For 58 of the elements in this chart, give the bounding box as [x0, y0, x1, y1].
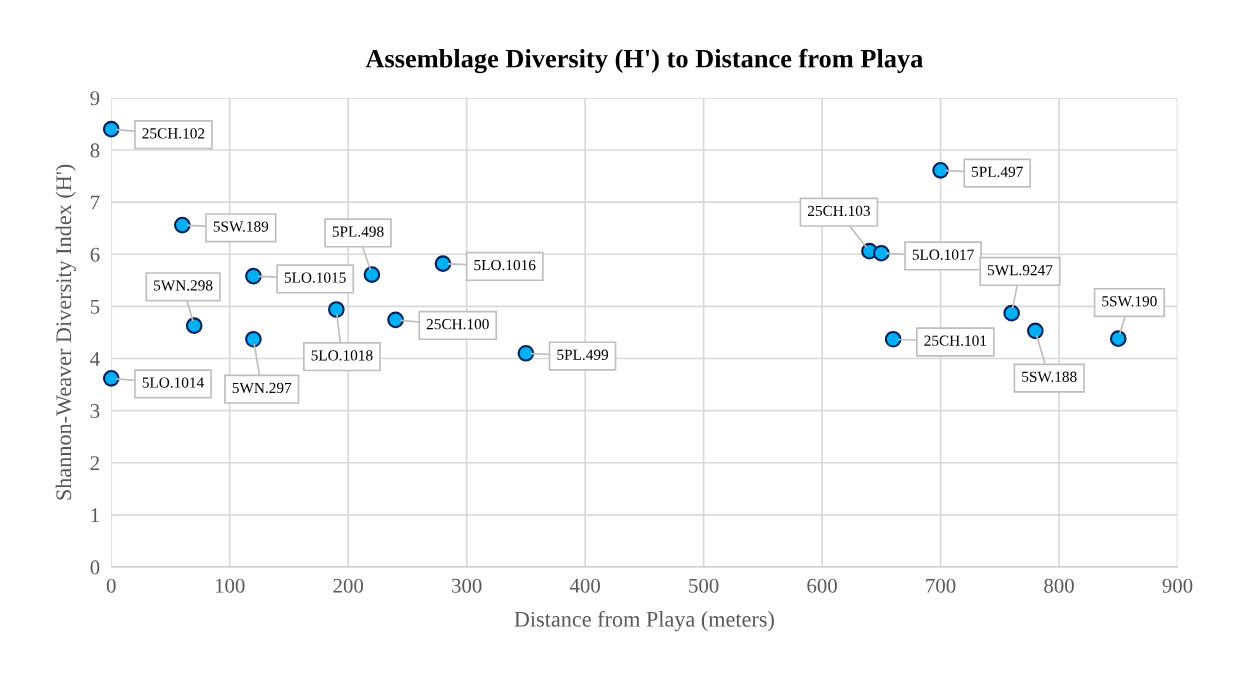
point: [387, 311, 404, 329]
point: [1027, 322, 1044, 340]
chart-title: Assemblage Diversity (H') to Distance from Playa: [365, 48, 923, 74]
annotation: 5PL.499: [557, 349, 609, 360]
point: [884, 330, 902, 348]
annotation: 5LO.1015: [284, 272, 346, 283]
annotation: 5PL.497: [972, 166, 1023, 177]
y-tick-label: 3: [90, 404, 100, 419]
point: [932, 162, 949, 179]
annotation: 25CH.101: [924, 335, 987, 346]
annotation: 5SW.190: [1102, 296, 1157, 307]
y-tick-label: 2: [90, 456, 99, 470]
point: [1003, 304, 1020, 322]
x-tick-label: 300: [452, 578, 482, 593]
annotation: 5SW.189: [213, 221, 269, 232]
annotation: 5LO.1018: [311, 350, 373, 361]
point: [102, 120, 120, 138]
annotation: 5LO.1016: [474, 259, 536, 271]
y-tick-label: 5: [90, 299, 100, 314]
x-tick-label: 500: [689, 578, 719, 593]
point: [245, 267, 262, 285]
x-tick-label: 0: [106, 578, 116, 593]
annotation: 5LO.1017: [912, 249, 974, 260]
x-axis-title: Distance from Playa (meters): [514, 610, 774, 632]
x-tick-label: 900: [1162, 578, 1193, 593]
y-axis-title: Shannon-Weaver Diversity Index (H'): [55, 164, 76, 500]
point: [245, 330, 262, 348]
y-tick-label: 7: [91, 195, 100, 210]
x-tick-label: 600: [807, 578, 837, 593]
point: [328, 301, 345, 318]
x-tick-label: 700: [926, 578, 956, 593]
annotation: 25CH.102: [142, 128, 205, 139]
y-tick-label: 9: [90, 91, 100, 106]
x-tick-label: 400: [569, 578, 600, 593]
annotation: 25CH.103: [807, 205, 870, 217]
point: [185, 317, 203, 334]
x-tick-label: 800: [1044, 578, 1074, 593]
annotation: 5WN.297: [232, 382, 292, 394]
annotation: 5PL.498: [332, 226, 384, 237]
point: [873, 244, 890, 262]
annotation: 5WL.9247: [987, 265, 1053, 276]
point: [517, 344, 535, 362]
y-tick-label: 4: [90, 352, 100, 366]
y-tick-label: 6: [90, 247, 100, 262]
y-tick-label: 8: [90, 143, 100, 158]
annotation: 25CH.100: [426, 319, 489, 330]
x-tick-label: 200: [333, 578, 364, 593]
point: [1109, 330, 1127, 348]
y-tick-label: 1: [91, 508, 99, 523]
y-tick-label: 0: [90, 560, 100, 575]
point: [174, 216, 191, 234]
annotation: 5WN.298: [154, 280, 213, 291]
x-tick-label: 100: [215, 578, 245, 593]
annotation: 5LO.1014: [142, 377, 204, 388]
annotation: 5SW.188: [1022, 371, 1077, 382]
point: [363, 266, 381, 283]
point: [102, 369, 120, 387]
point: [434, 255, 452, 272]
